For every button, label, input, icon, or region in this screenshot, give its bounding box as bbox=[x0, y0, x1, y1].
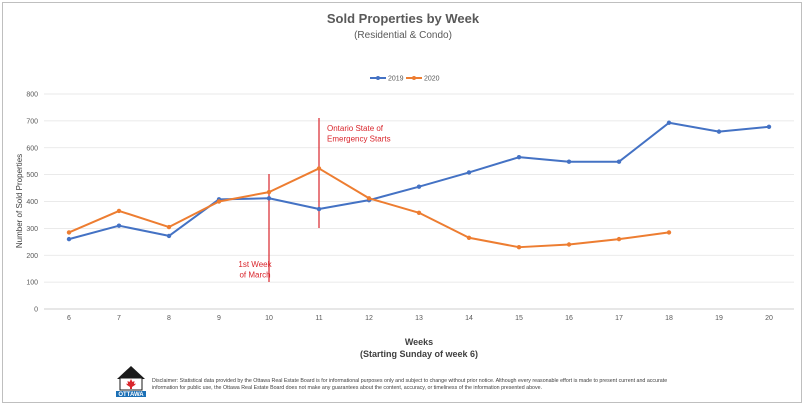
x-tick-label: 17 bbox=[615, 315, 623, 322]
data-point-2019 bbox=[316, 206, 322, 212]
data-point-2019 bbox=[516, 154, 522, 160]
data-point-2019 bbox=[416, 184, 422, 189]
data-point-2019 bbox=[166, 233, 172, 239]
logo-text: OTTAWA bbox=[118, 392, 144, 398]
legend: 2019 2020 bbox=[370, 76, 440, 83]
x-tick-label: 16 bbox=[565, 315, 573, 322]
grid bbox=[44, 93, 794, 310]
x-tick-label: 12 bbox=[365, 315, 373, 322]
x-ticks: 6 7 8 9 10 11 12 13 14 15 16 17 18 19 20 bbox=[67, 315, 773, 322]
data-point-2019 bbox=[766, 124, 772, 129]
y-tick-label: 800 bbox=[26, 92, 38, 99]
maple-leaf-icon bbox=[126, 379, 136, 389]
data-point-2020 bbox=[416, 210, 422, 215]
annotation-label: Ontario State of bbox=[327, 124, 384, 133]
data-point-2019 bbox=[466, 170, 472, 175]
data-point-2019 bbox=[66, 236, 72, 242]
series-line-2019 bbox=[68, 121, 770, 241]
data-point-2020 bbox=[266, 189, 272, 195]
house-roof-icon bbox=[117, 366, 145, 379]
x-tick-label: 10 bbox=[265, 315, 273, 322]
y-tick-label: 400 bbox=[26, 199, 38, 206]
y-axis-title: Number of Sold Properties bbox=[15, 154, 24, 248]
x-tick-label: 20 bbox=[765, 315, 773, 322]
x-tick-label: 6 bbox=[67, 315, 71, 322]
y-tick-label: 0 bbox=[34, 307, 38, 314]
series-line-2020 bbox=[68, 167, 670, 249]
y-tick-label: 300 bbox=[26, 226, 38, 233]
disclaimer-text: Disclaimer: Statistical data provided by… bbox=[152, 378, 668, 391]
ottawa-real-estate-board-logo: OTTAWA bbox=[116, 366, 146, 398]
data-point-2019 bbox=[116, 223, 122, 228]
y-tick-label: 600 bbox=[26, 145, 38, 152]
data-point-2020 bbox=[616, 236, 622, 242]
legend-marker-2020 bbox=[412, 76, 416, 80]
data-point-2020 bbox=[66, 230, 72, 235]
data-point-2019 bbox=[616, 159, 622, 164]
annotation-label: 1st Week bbox=[238, 260, 272, 269]
x-axis-subtitle: (Starting Sunday of week 6) bbox=[360, 349, 478, 359]
data-point-2020 bbox=[566, 242, 572, 247]
y-tick-label: 500 bbox=[26, 172, 38, 179]
x-tick-label: 19 bbox=[715, 315, 723, 322]
data-point-2020 bbox=[466, 235, 472, 240]
annotation-label: of March bbox=[239, 271, 270, 280]
x-tick-label: 18 bbox=[665, 315, 673, 322]
data-point-2020 bbox=[216, 199, 222, 204]
data-point-2019 bbox=[666, 120, 672, 125]
y-tick-label: 700 bbox=[26, 118, 38, 125]
y-tick-label: 200 bbox=[26, 253, 38, 260]
data-point-2020 bbox=[166, 224, 172, 230]
x-tick-label: 15 bbox=[515, 315, 523, 322]
legend-marker-2019 bbox=[376, 76, 380, 80]
data-point-2020 bbox=[366, 196, 372, 201]
data-point-2020 bbox=[516, 244, 522, 250]
data-point-2019 bbox=[266, 196, 272, 201]
y-ticks: 0 100 200 300 400 500 600 700 800 bbox=[26, 92, 38, 314]
chart-subtitle: (Residential & Condo) bbox=[354, 30, 452, 41]
x-tick-label: 11 bbox=[315, 315, 322, 322]
data-point-2020 bbox=[316, 166, 322, 171]
data-point-2020 bbox=[116, 208, 122, 214]
data-point-2020 bbox=[666, 230, 672, 235]
annotation-label: Emergency Starts bbox=[327, 135, 391, 144]
y-tick-label: 100 bbox=[26, 280, 38, 287]
data-point-2019 bbox=[566, 159, 572, 164]
x-tick-label: 13 bbox=[415, 315, 423, 322]
data-point-2019 bbox=[716, 129, 722, 134]
legend-label-2019: 2019 bbox=[388, 76, 404, 83]
chart-title: Sold Properties by Week bbox=[327, 11, 480, 26]
x-tick-label: 14 bbox=[465, 315, 473, 322]
x-tick-label: 8 bbox=[167, 315, 171, 322]
x-tick-label: 9 bbox=[217, 315, 221, 322]
legend-label-2020: 2020 bbox=[424, 76, 440, 83]
series-group bbox=[66, 120, 772, 250]
x-tick-label: 7 bbox=[117, 315, 121, 322]
x-axis-title: Weeks bbox=[405, 337, 433, 347]
chart-frame bbox=[2, 2, 802, 403]
